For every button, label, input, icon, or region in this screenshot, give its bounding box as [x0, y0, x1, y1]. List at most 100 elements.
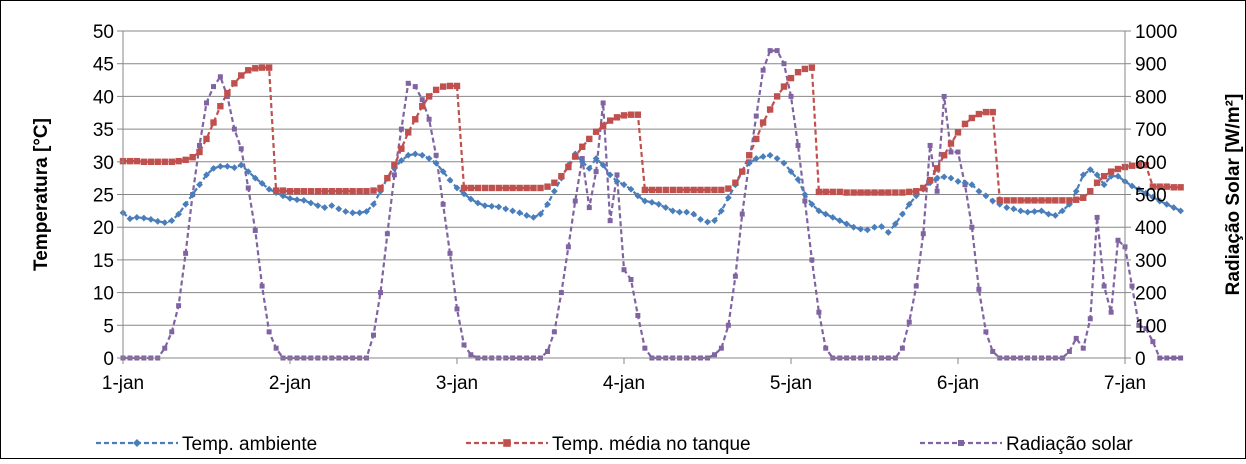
data-point	[628, 277, 634, 283]
data-point	[1128, 182, 1136, 190]
data-point	[795, 142, 801, 148]
data-point	[1107, 172, 1115, 180]
data-point	[954, 178, 962, 185]
data-point	[593, 169, 599, 175]
data-point	[627, 185, 635, 193]
data-point	[397, 157, 405, 164]
data-point	[161, 158, 168, 165]
data-point	[432, 86, 440, 94]
data-point	[676, 186, 683, 194]
y-axis-left-title: Temperatura [°C]	[31, 118, 52, 271]
y-right-tick-label: 500	[1135, 186, 1167, 207]
data-point	[411, 150, 419, 158]
data-point	[592, 128, 600, 135]
data-point	[801, 65, 809, 73]
data-point	[440, 201, 446, 207]
data-point	[217, 74, 223, 80]
data-point	[704, 218, 711, 226]
data-point	[1038, 207, 1045, 215]
data-point	[252, 227, 258, 233]
data-point	[788, 93, 794, 99]
data-point	[1177, 207, 1185, 215]
x-tick-label: 5-jan	[770, 373, 812, 394]
data-point	[906, 319, 912, 325]
data-point	[266, 329, 272, 335]
data-point	[168, 217, 176, 225]
data-point	[238, 146, 244, 152]
data-point	[1038, 197, 1045, 204]
data-point	[516, 209, 524, 217]
data-point	[947, 174, 955, 182]
data-point	[1003, 197, 1010, 204]
data-point	[572, 153, 579, 160]
data-point	[183, 250, 189, 256]
data-point	[718, 186, 725, 194]
data-point	[1100, 181, 1108, 189]
data-point	[377, 184, 384, 192]
data-point	[168, 158, 175, 165]
data-point	[613, 114, 621, 121]
data-point	[690, 186, 697, 194]
x-tick-label: 3-jan	[436, 373, 478, 394]
data-point	[815, 207, 823, 215]
x-tick-label: 6-jan	[937, 373, 979, 394]
data-point	[231, 80, 238, 87]
data-point	[899, 345, 905, 351]
data-point	[1129, 283, 1135, 289]
data-point	[461, 342, 467, 348]
data-point	[175, 210, 183, 218]
data-point	[669, 207, 677, 215]
data-point	[592, 155, 600, 162]
data-point	[947, 140, 955, 147]
data-point	[447, 250, 453, 256]
data-point	[154, 217, 162, 225]
data-point	[537, 184, 544, 192]
y-right-tick-label: 100	[1135, 316, 1167, 337]
data-point	[1010, 205, 1018, 213]
data-point	[933, 174, 941, 182]
data-point	[641, 197, 649, 205]
data-point	[349, 188, 356, 195]
data-point	[126, 157, 134, 165]
data-point	[655, 186, 662, 194]
data-point	[300, 196, 308, 204]
data-point	[342, 188, 349, 195]
data-point	[1142, 189, 1150, 197]
data-point	[620, 181, 628, 189]
data-point	[1170, 184, 1177, 191]
data-point	[913, 283, 919, 289]
data-point	[760, 67, 766, 73]
data-point	[474, 184, 482, 192]
data-point	[481, 202, 489, 210]
data-point	[495, 184, 502, 192]
data-point	[683, 186, 690, 194]
data-point	[1072, 187, 1080, 195]
data-point	[1073, 196, 1080, 203]
y-right-tick-label: 700	[1135, 120, 1167, 141]
data-point	[599, 122, 607, 130]
data-point	[231, 126, 237, 132]
data-point	[419, 103, 426, 110]
data-point	[578, 158, 586, 166]
data-point	[1093, 171, 1101, 179]
data-point	[655, 200, 663, 208]
data-point	[941, 93, 947, 99]
data-point	[906, 188, 913, 196]
data-point	[1024, 208, 1032, 216]
data-point	[697, 186, 704, 194]
data-point	[196, 142, 202, 148]
data-point	[550, 187, 558, 195]
data-point	[530, 184, 537, 192]
data-point	[203, 135, 210, 143]
data-point	[474, 199, 482, 207]
legend-label: Radiação solar	[1006, 434, 1133, 455]
y-right-tick-label: 0	[1135, 349, 1146, 370]
data-point	[1143, 326, 1149, 332]
data-point	[920, 231, 926, 237]
data-point	[600, 100, 606, 106]
y-right-tick-label: 800	[1135, 87, 1167, 108]
legend: Temp. ambiente Temp. média no tanque Radia…	[96, 434, 1133, 455]
data-point	[481, 184, 489, 192]
y-left-tick-label: 20	[93, 218, 114, 239]
